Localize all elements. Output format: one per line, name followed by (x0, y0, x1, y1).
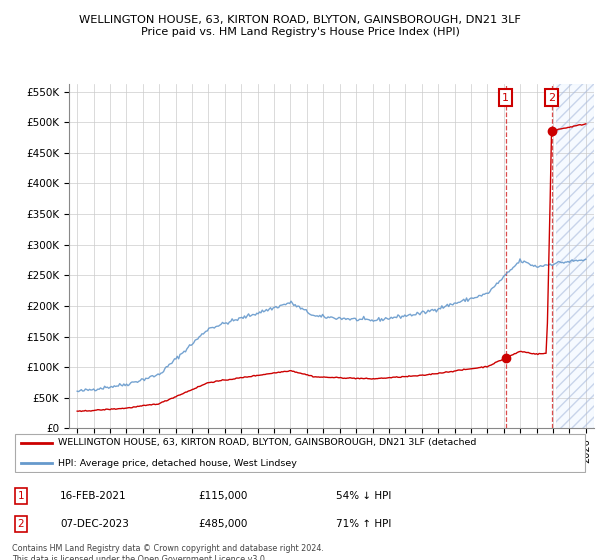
Text: Contains HM Land Registry data © Crown copyright and database right 2024.
This d: Contains HM Land Registry data © Crown c… (12, 544, 324, 560)
Text: 1: 1 (17, 491, 25, 501)
Text: 2: 2 (548, 92, 555, 102)
Bar (556, 84, 594, 428)
Text: £485,000: £485,000 (198, 519, 247, 529)
Text: 54% ↓ HPI: 54% ↓ HPI (336, 491, 391, 501)
Text: 71% ↑ HPI: 71% ↑ HPI (336, 519, 391, 529)
Text: WELLINGTON HOUSE, 63, KIRTON ROAD, BLYTON, GAINSBOROUGH, DN21 3LF (detached: WELLINGTON HOUSE, 63, KIRTON ROAD, BLYTO… (58, 438, 476, 447)
Text: 1: 1 (502, 92, 509, 102)
Bar (556, 84, 594, 428)
Text: Price paid vs. HM Land Registry's House Price Index (HPI): Price paid vs. HM Land Registry's House … (140, 27, 460, 38)
FancyBboxPatch shape (15, 433, 585, 473)
Text: WELLINGTON HOUSE, 63, KIRTON ROAD, BLYTON, GAINSBOROUGH, DN21 3LF: WELLINGTON HOUSE, 63, KIRTON ROAD, BLYTO… (79, 15, 521, 25)
Text: 2: 2 (17, 519, 25, 529)
Text: 16-FEB-2021: 16-FEB-2021 (60, 491, 127, 501)
Text: £115,000: £115,000 (198, 491, 247, 501)
Text: 07-DEC-2023: 07-DEC-2023 (60, 519, 129, 529)
Text: HPI: Average price, detached house, West Lindsey: HPI: Average price, detached house, West… (58, 459, 297, 468)
